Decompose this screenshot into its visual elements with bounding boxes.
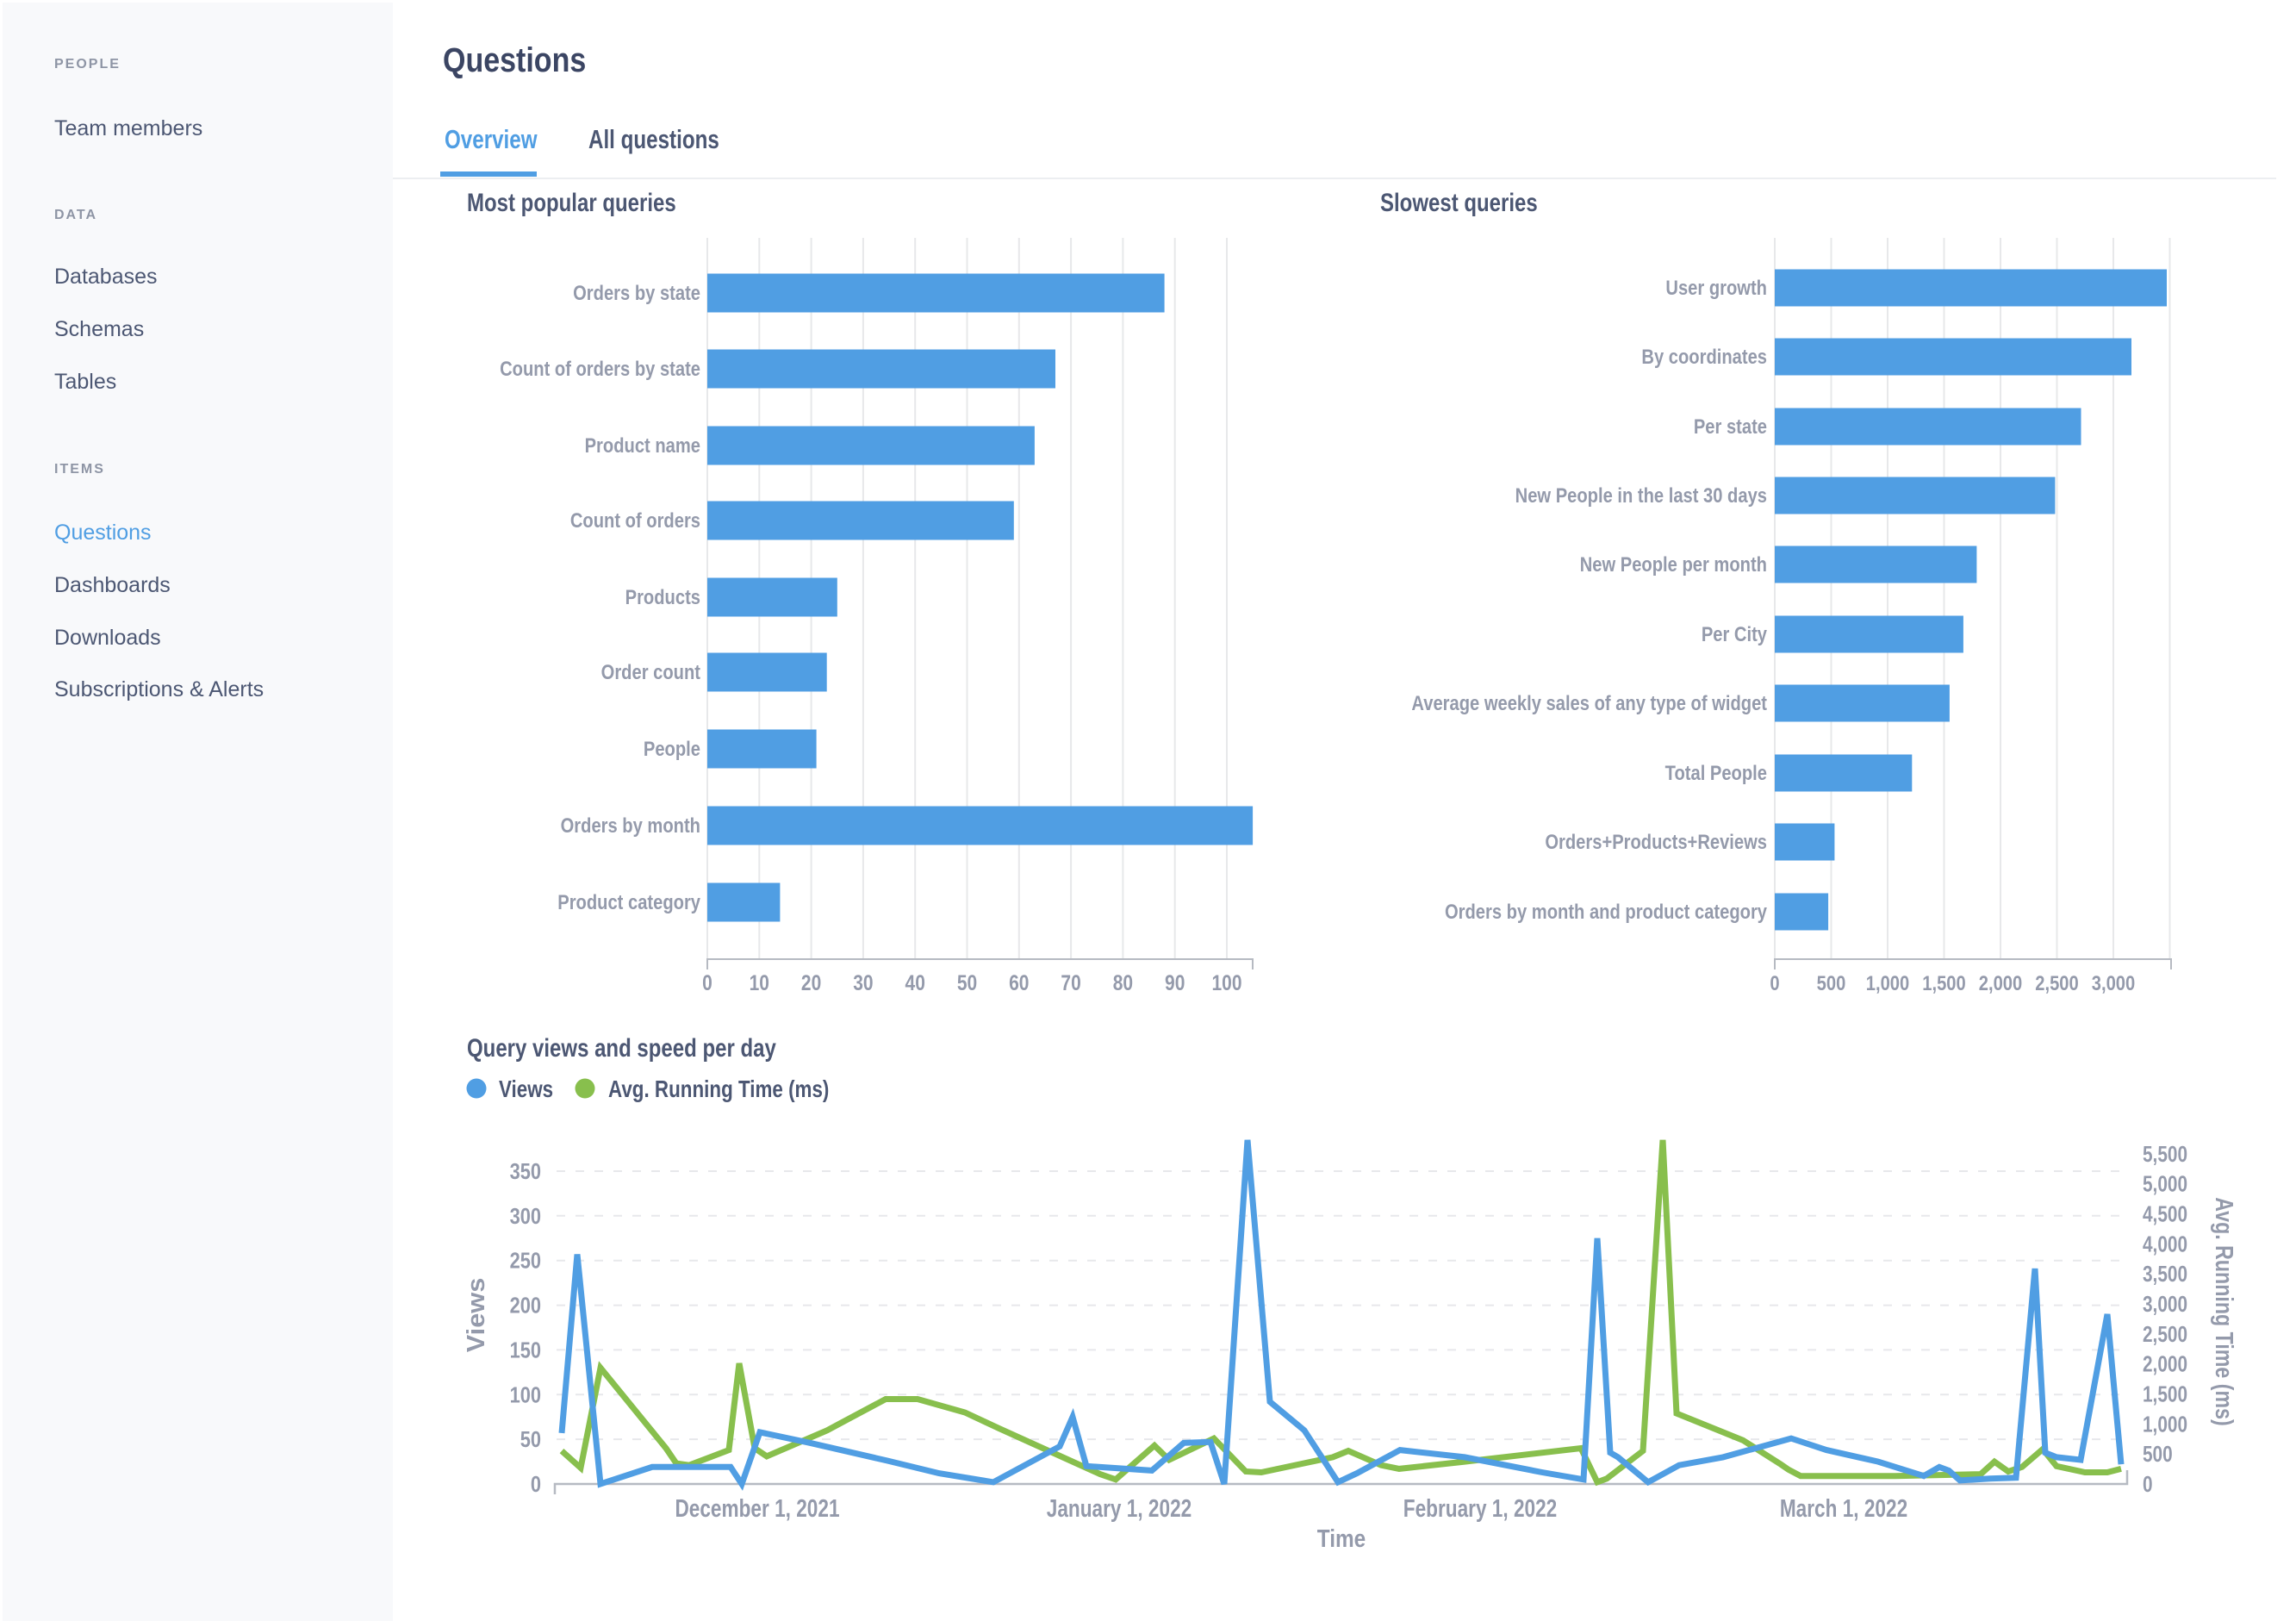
svg-text:Count of orders: Count of orders: [570, 508, 700, 532]
svg-text:By coordinates: By coordinates: [1641, 345, 1767, 368]
svg-text:Products: Products: [625, 585, 700, 608]
svg-text:2,000: 2,000: [1979, 971, 2022, 994]
svg-text:200: 200: [510, 1294, 541, 1319]
svg-text:100: 100: [1211, 970, 1241, 994]
svg-text:500: 500: [1817, 971, 1846, 994]
svg-text:90: 90: [1165, 970, 1185, 994]
svg-text:80: 80: [1113, 970, 1133, 994]
svg-text:50: 50: [957, 970, 977, 994]
svg-text:December 1, 2021: December 1, 2021: [675, 1493, 839, 1522]
svg-text:Orders by month: Orders by month: [561, 814, 700, 837]
svg-text:10: 10: [750, 970, 769, 994]
svg-text:Avg. Running Time (ms): Avg. Running Time (ms): [2210, 1197, 2238, 1425]
svg-text:3,000: 3,000: [2092, 971, 2135, 994]
svg-text:0: 0: [702, 970, 712, 994]
svg-text:New People in the last 30 days: New People in the last 30 days: [1515, 483, 1767, 507]
svg-text:2,000: 2,000: [2143, 1352, 2187, 1377]
svg-text:1,500: 1,500: [2143, 1381, 2187, 1406]
svg-text:4,500: 4,500: [2143, 1201, 2187, 1226]
svg-text:People: People: [644, 737, 700, 760]
svg-text:250: 250: [510, 1249, 541, 1274]
svg-text:3,000: 3,000: [2143, 1292, 2187, 1317]
svg-text:February 1, 2022: February 1, 2022: [1403, 1493, 1558, 1522]
svg-text:20: 20: [801, 970, 821, 994]
svg-text:2,500: 2,500: [2035, 971, 2078, 994]
svg-text:1,500: 1,500: [1922, 971, 1965, 994]
svg-text:350: 350: [510, 1159, 541, 1184]
svg-text:Views: Views: [463, 1278, 490, 1353]
svg-text:100: 100: [510, 1383, 541, 1408]
svg-text:300: 300: [510, 1204, 541, 1229]
svg-text:Order count: Order count: [601, 660, 701, 683]
svg-text:January 1, 2022: January 1, 2022: [1047, 1493, 1192, 1522]
svg-text:5,000: 5,000: [2143, 1172, 2187, 1197]
svg-text:60: 60: [1009, 970, 1029, 994]
svg-text:Orders by month and product ca: Orders by month and product category: [1445, 900, 1768, 923]
svg-text:50: 50: [520, 1427, 541, 1452]
svg-text:150: 150: [510, 1338, 541, 1363]
svg-text:40: 40: [905, 970, 925, 994]
svg-text:4,000: 4,000: [2143, 1231, 2187, 1256]
svg-text:30: 30: [853, 970, 873, 994]
svg-text:Product name: Product name: [585, 433, 700, 457]
svg-text:Product category: Product category: [557, 890, 700, 913]
svg-text:5,500: 5,500: [2143, 1142, 2187, 1167]
svg-text:3,500: 3,500: [2143, 1262, 2187, 1287]
svg-text:User growth: User growth: [1665, 276, 1767, 299]
svg-text:70: 70: [1061, 970, 1080, 994]
svg-text:Count of orders by state: Count of orders by state: [500, 357, 700, 380]
svg-text:March 1, 2022: March 1, 2022: [1780, 1493, 1907, 1522]
svg-text:1,000: 1,000: [1866, 971, 1909, 994]
svg-text:2,500: 2,500: [2143, 1322, 2187, 1347]
svg-text:Orders+Products+Reviews: Orders+Products+Reviews: [1545, 830, 1767, 853]
svg-text:Average weekly sales of any ty: Average weekly sales of any type of widg…: [1411, 691, 1767, 714]
svg-text:Orders by state: Orders by state: [573, 281, 700, 304]
svg-text:Total People: Total People: [1665, 761, 1767, 784]
svg-text:New People per month: New People per month: [1580, 552, 1767, 576]
svg-text:Per City: Per City: [1702, 622, 1768, 645]
svg-text:0: 0: [1770, 971, 1779, 994]
svg-text:Time: Time: [1317, 1524, 1366, 1552]
svg-text:0: 0: [2143, 1472, 2153, 1497]
svg-text:0: 0: [531, 1472, 541, 1497]
svg-text:500: 500: [2143, 1442, 2173, 1467]
svg-text:1,000: 1,000: [2143, 1412, 2187, 1437]
svg-text:Per state: Per state: [1694, 415, 1767, 438]
